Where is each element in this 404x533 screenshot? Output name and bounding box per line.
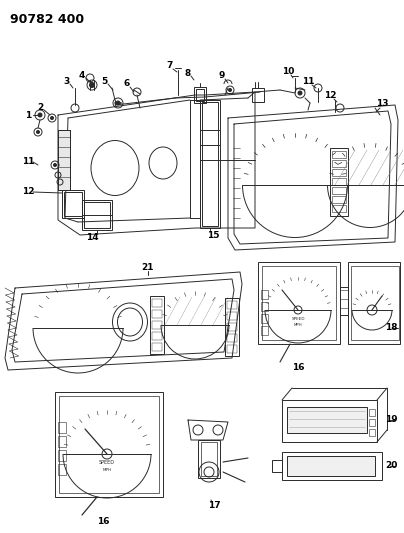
Bar: [198, 440, 220, 478]
Text: 17: 17: [208, 500, 220, 510]
Bar: [196, 89, 204, 101]
Text: 4: 4: [79, 71, 85, 80]
Bar: [152, 321, 162, 329]
Text: 16: 16: [97, 516, 109, 526]
Bar: [287, 407, 367, 433]
Bar: [58, 436, 66, 447]
Circle shape: [298, 91, 302, 95]
Bar: [58, 450, 66, 461]
Bar: [227, 323, 237, 331]
Bar: [62, 190, 84, 218]
Bar: [272, 460, 282, 472]
Text: 9: 9: [219, 71, 225, 80]
Bar: [261, 302, 268, 311]
Text: MPH: MPH: [294, 323, 302, 327]
Text: 10: 10: [282, 68, 294, 77]
Text: 15: 15: [207, 230, 219, 239]
Text: 21: 21: [142, 263, 154, 272]
Bar: [261, 314, 268, 323]
Bar: [262, 266, 336, 340]
Bar: [258, 262, 340, 344]
Text: 14: 14: [86, 233, 98, 243]
Text: 13: 13: [376, 99, 388, 108]
Text: 11: 11: [302, 77, 314, 86]
Text: 20: 20: [386, 462, 398, 471]
Bar: [82, 200, 112, 230]
Bar: [200, 100, 220, 228]
Bar: [330, 148, 348, 216]
Bar: [332, 187, 346, 194]
Text: 18: 18: [385, 324, 398, 333]
Bar: [261, 326, 268, 335]
Bar: [332, 178, 346, 185]
Text: 19: 19: [385, 416, 398, 424]
Text: 11: 11: [22, 157, 34, 166]
Bar: [227, 312, 237, 320]
Text: 1: 1: [25, 110, 31, 119]
Bar: [351, 266, 399, 340]
Circle shape: [36, 131, 40, 133]
Bar: [152, 332, 162, 340]
Circle shape: [50, 117, 53, 119]
Text: 7: 7: [167, 61, 173, 70]
Circle shape: [116, 101, 120, 105]
Bar: [59, 396, 159, 493]
Circle shape: [90, 83, 95, 87]
Bar: [332, 196, 346, 203]
Bar: [55, 392, 163, 497]
Bar: [369, 419, 375, 426]
Bar: [332, 205, 346, 212]
Bar: [194, 87, 206, 103]
Circle shape: [38, 113, 42, 117]
Bar: [202, 102, 218, 226]
Text: 2: 2: [37, 102, 43, 111]
Bar: [227, 334, 237, 342]
Circle shape: [229, 88, 231, 92]
Bar: [84, 202, 110, 228]
Text: SPEED: SPEED: [291, 317, 305, 321]
Bar: [282, 400, 377, 442]
Bar: [152, 310, 162, 318]
Text: 6: 6: [124, 79, 130, 88]
Bar: [261, 290, 268, 299]
Bar: [282, 452, 382, 480]
Bar: [332, 160, 346, 167]
Text: 3: 3: [63, 77, 69, 86]
Bar: [227, 345, 237, 353]
Text: SPEED: SPEED: [99, 460, 115, 465]
Bar: [152, 299, 162, 307]
Text: 8: 8: [185, 69, 191, 77]
Bar: [340, 287, 348, 315]
Text: MPH: MPH: [103, 468, 112, 472]
Text: 5: 5: [101, 77, 107, 85]
Bar: [58, 130, 70, 190]
Bar: [152, 343, 162, 351]
Bar: [252, 88, 264, 102]
Text: 16: 16: [292, 364, 304, 373]
Text: 12: 12: [324, 92, 336, 101]
Bar: [348, 262, 400, 344]
Bar: [201, 442, 217, 476]
Bar: [369, 409, 375, 416]
Bar: [150, 296, 164, 354]
Bar: [64, 192, 82, 216]
Bar: [369, 429, 375, 436]
Bar: [225, 298, 239, 356]
Bar: [287, 456, 375, 476]
Bar: [58, 464, 66, 475]
Bar: [227, 301, 237, 309]
Circle shape: [53, 164, 57, 166]
Text: 90782 400: 90782 400: [10, 13, 84, 26]
Bar: [58, 422, 66, 433]
Bar: [332, 169, 346, 176]
Bar: [332, 151, 346, 158]
Text: 12: 12: [22, 188, 34, 197]
